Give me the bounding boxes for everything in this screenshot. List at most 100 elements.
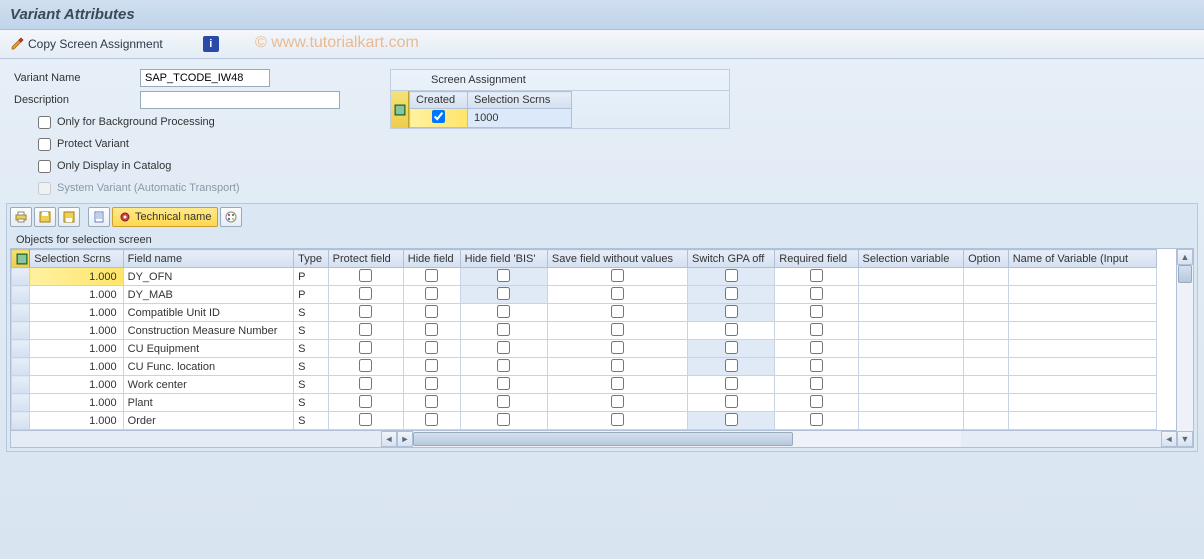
selvar-cell[interactable] (858, 268, 964, 286)
varname-cell[interactable] (1008, 340, 1156, 358)
type-cell[interactable]: S (294, 376, 329, 394)
save_wo-checkbox[interactable] (611, 413, 624, 426)
sel-cell[interactable]: 1.000 (30, 376, 123, 394)
hide-checkbox[interactable] (425, 323, 438, 336)
hide-checkbox[interactable] (425, 359, 438, 372)
field-cell[interactable]: Construction Measure Number (123, 322, 294, 340)
save_wo-checkbox[interactable] (611, 341, 624, 354)
selvar-cell[interactable] (858, 340, 964, 358)
varname-cell[interactable] (1008, 358, 1156, 376)
varname-cell[interactable] (1008, 322, 1156, 340)
save_wo-checkbox[interactable] (611, 287, 624, 300)
hide_bis-checkbox[interactable] (497, 305, 510, 318)
gpa-checkbox[interactable] (725, 413, 738, 426)
col-header-req[interactable]: Required field (775, 250, 858, 268)
option-cell[interactable] (964, 376, 1009, 394)
hide_bis-checkbox[interactable] (497, 323, 510, 336)
protect-checkbox[interactable] (359, 377, 372, 390)
req-checkbox[interactable] (810, 413, 823, 426)
gpa-checkbox[interactable] (725, 305, 738, 318)
save-as-button[interactable] (34, 207, 56, 227)
gpa-checkbox[interactable] (725, 377, 738, 390)
protect-checkbox[interactable] (359, 269, 372, 282)
protect-checkbox[interactable] (359, 305, 372, 318)
scroll-left-icon[interactable]: ◄ (381, 431, 397, 447)
protect-checkbox[interactable] (359, 395, 372, 408)
field-cell[interactable]: Order (123, 412, 294, 430)
protect-checkbox[interactable] (359, 323, 372, 336)
req-checkbox[interactable] (810, 377, 823, 390)
row-header[interactable] (12, 340, 30, 358)
scroll-right-inner-icon[interactable]: ► (397, 431, 413, 447)
page-button[interactable] (88, 207, 110, 227)
row-header[interactable] (12, 286, 30, 304)
col-header-selvar[interactable]: Selection variable (858, 250, 964, 268)
selvar-cell[interactable] (858, 322, 964, 340)
field-cell[interactable]: Plant (123, 394, 294, 412)
select-all-icon[interactable] (391, 91, 409, 128)
field-cell[interactable]: Compatible Unit ID (123, 304, 294, 322)
hide_bis-checkbox[interactable] (497, 359, 510, 372)
col-header-gpa[interactable]: Switch GPA off (687, 250, 774, 268)
row-header[interactable] (12, 412, 30, 430)
type-cell[interactable]: P (294, 286, 329, 304)
gpa-checkbox[interactable] (725, 359, 738, 372)
sel-cell[interactable]: 1.000 (30, 322, 123, 340)
col-header-save_wo[interactable]: Save field without values (547, 250, 687, 268)
protect-variant-checkbox[interactable] (38, 138, 51, 151)
row-header[interactable] (12, 394, 30, 412)
protect-checkbox[interactable] (359, 287, 372, 300)
table-row[interactable]: 1.000PlantS (12, 394, 1157, 412)
table-row[interactable]: 1.000CU Func. locationS (12, 358, 1157, 376)
field-cell[interactable]: DY_OFN (123, 268, 294, 286)
type-cell[interactable]: S (294, 340, 329, 358)
col-header-protect[interactable]: Protect field (328, 250, 403, 268)
field-cell[interactable]: Work center (123, 376, 294, 394)
table-row[interactable]: 1.000OrderS (12, 412, 1157, 430)
row-header[interactable] (12, 376, 30, 394)
hscroll-thumb[interactable] (413, 432, 793, 446)
gpa-checkbox[interactable] (725, 287, 738, 300)
description-input[interactable] (140, 91, 340, 109)
option-cell[interactable] (964, 322, 1009, 340)
table-row[interactable]: 1.000Work centerS (12, 376, 1157, 394)
type-cell[interactable]: S (294, 394, 329, 412)
hide_bis-checkbox[interactable] (497, 413, 510, 426)
scroll-left2-icon[interactable]: ◄ (1161, 431, 1177, 447)
selvar-cell[interactable] (858, 394, 964, 412)
save_wo-checkbox[interactable] (611, 395, 624, 408)
varname-cell[interactable] (1008, 394, 1156, 412)
sel-cell[interactable]: 1.000 (30, 340, 123, 358)
col-header-sel[interactable]: Selection Scrns (30, 250, 123, 268)
technical-name-button[interactable]: Technical name (112, 207, 218, 227)
hide_bis-checkbox[interactable] (497, 377, 510, 390)
row-header[interactable] (12, 358, 30, 376)
palette-button[interactable] (220, 207, 242, 227)
save_wo-checkbox[interactable] (611, 305, 624, 318)
copy-screen-assignment-button[interactable]: Copy Screen Assignment (10, 37, 163, 51)
selvar-cell[interactable] (858, 358, 964, 376)
varname-cell[interactable] (1008, 412, 1156, 430)
hide_bis-checkbox[interactable] (497, 341, 510, 354)
hide-checkbox[interactable] (425, 287, 438, 300)
varname-cell[interactable] (1008, 286, 1156, 304)
display-catalog-checkbox[interactable] (38, 160, 51, 173)
field-cell[interactable]: CU Func. location (123, 358, 294, 376)
gpa-checkbox[interactable] (725, 269, 738, 282)
type-cell[interactable]: S (294, 322, 329, 340)
col-header-hide_bis[interactable]: Hide field 'BIS' (460, 250, 547, 268)
option-cell[interactable] (964, 340, 1009, 358)
table-row[interactable]: 1.000Construction Measure NumberS (12, 322, 1157, 340)
protect-checkbox[interactable] (359, 359, 372, 372)
scroll-up-icon[interactable]: ▲ (1177, 249, 1193, 265)
col-header-type[interactable]: Type (294, 250, 329, 268)
req-checkbox[interactable] (810, 395, 823, 408)
table-row[interactable]: 1.000DY_OFNP (12, 268, 1157, 286)
col-header-field[interactable]: Field name (123, 250, 294, 268)
hide-checkbox[interactable] (425, 341, 438, 354)
variant-name-input[interactable] (140, 69, 270, 87)
table-row[interactable]: 1.000DY_MABP (12, 286, 1157, 304)
selvar-cell[interactable] (858, 376, 964, 394)
selvar-cell[interactable] (858, 412, 964, 430)
selvar-cell[interactable] (858, 304, 964, 322)
